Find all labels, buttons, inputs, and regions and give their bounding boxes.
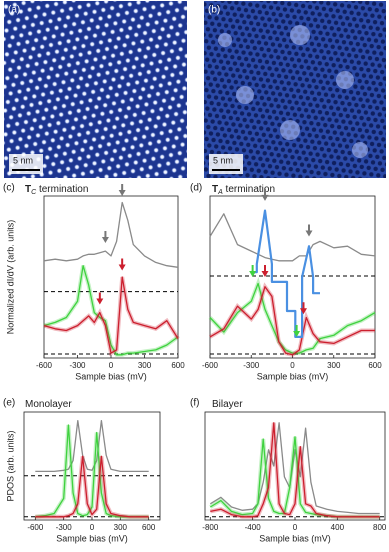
- plot-frame: [43, 195, 179, 359]
- arrow: [300, 302, 307, 315]
- x-tick-label: -600: [202, 361, 219, 370]
- series-band: [208, 282, 375, 357]
- x-tick-label: -600: [36, 361, 53, 370]
- title-part: termination: [36, 184, 88, 195]
- x-tick-label: -800: [202, 523, 219, 532]
- x-tick-label: 600: [142, 523, 156, 532]
- x-axis-label: Sample bias (mV): [259, 533, 331, 543]
- x-tick-label: 300: [138, 361, 152, 370]
- panel-title: Bilayer: [212, 399, 243, 410]
- x-axis-label: Sample bias (mV): [75, 371, 147, 381]
- title-part: T: [212, 184, 218, 195]
- panel-label: (e): [3, 398, 15, 409]
- x-tick-label: 800: [373, 523, 387, 532]
- series-band: [43, 265, 180, 357]
- arrow: [118, 258, 126, 271]
- series-band: [208, 277, 377, 356]
- panel-label: (c): [3, 183, 15, 194]
- title-part: A: [217, 189, 223, 196]
- x-tick-label: -400: [245, 523, 262, 532]
- arrow: [96, 292, 104, 305]
- x-tick-label: 0: [290, 361, 295, 370]
- x-tick-label: 600: [171, 361, 185, 370]
- title-part: termination: [223, 184, 275, 195]
- series-line: [209, 213, 376, 262]
- panel-label: (d): [190, 183, 202, 194]
- panel-title: TA termination: [212, 184, 275, 196]
- x-tick-label: -300: [69, 361, 86, 370]
- stm-image-a: (a) 5 nm: [4, 1, 187, 178]
- series-line: [43, 265, 179, 356]
- arrow: [305, 224, 313, 237]
- series-line: [209, 282, 376, 354]
- stm-image-b: (b) 5 nm: [204, 1, 386, 178]
- panel-label: (a): [8, 5, 20, 16]
- series-line: [210, 422, 380, 518]
- x-tick-label: -300: [56, 523, 73, 532]
- series-line: [251, 209, 320, 338]
- x-tick-label: 0: [293, 523, 298, 532]
- series-line: [35, 419, 149, 473]
- x-tick-label: 300: [327, 361, 341, 370]
- panel-title: Monolayer: [25, 399, 72, 410]
- x-tick-label: 0: [109, 361, 114, 370]
- arrow: [249, 265, 257, 277]
- x-tick-label: 0: [90, 523, 95, 532]
- series-line: [43, 276, 179, 354]
- title-part: Monolayer: [25, 399, 72, 410]
- x-tick-label: -600: [27, 523, 44, 532]
- scale-label: 5 nm: [213, 155, 233, 165]
- arrow: [118, 184, 126, 196]
- x-axis-label: Sample bias (mV): [257, 371, 329, 381]
- arrow: [101, 230, 109, 243]
- x-tick-label: 300: [114, 523, 128, 532]
- x-tick-label: 400: [331, 523, 345, 532]
- title-part: C: [31, 189, 37, 196]
- scale-label: 5 nm: [13, 155, 33, 165]
- panel-label: (f): [190, 398, 199, 409]
- y-axis-label: Normalized dI/dV (arb. units): [5, 220, 15, 335]
- x-tick-label: 600: [368, 361, 382, 370]
- series-line: [209, 286, 375, 356]
- arrow: [261, 188, 269, 201]
- title-part: Bilayer: [212, 399, 243, 410]
- x-tick-label: -300: [243, 361, 260, 370]
- panel-label: (b): [208, 5, 220, 16]
- series-line: [35, 455, 149, 518]
- x-axis-label: Sample bias (mV): [56, 533, 128, 543]
- title-part: T: [25, 184, 31, 195]
- series-line: [43, 201, 179, 268]
- y-axis-label: PDOS (arb. units): [5, 430, 15, 501]
- arrow: [261, 265, 269, 277]
- panel-title: TC termination: [25, 184, 88, 196]
- arrow: [293, 324, 301, 337]
